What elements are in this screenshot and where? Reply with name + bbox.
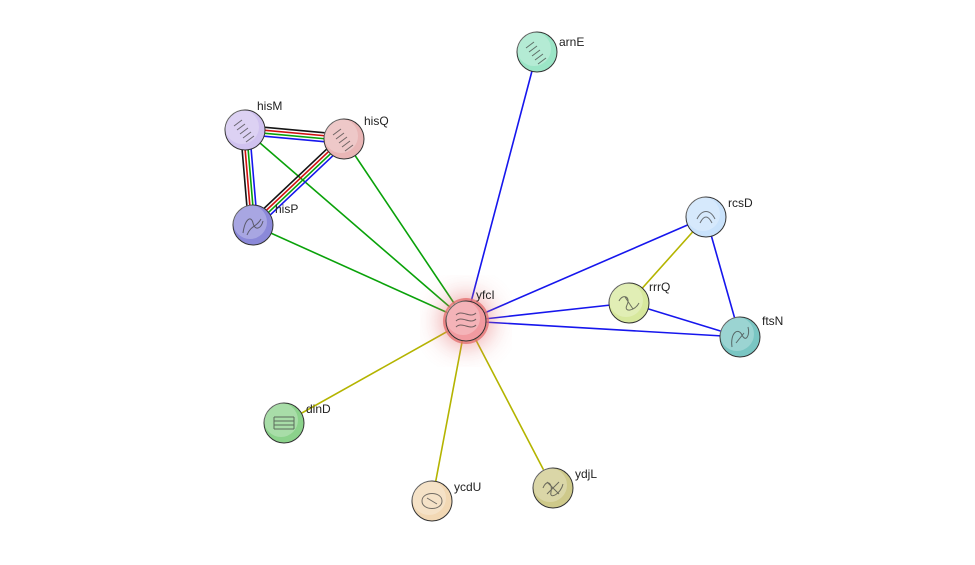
node-rcsD[interactable]: rcsD xyxy=(686,196,753,237)
edge xyxy=(466,217,706,321)
node-label: ftsN xyxy=(762,314,783,328)
edge xyxy=(466,52,537,321)
node-label: rrrQ xyxy=(649,280,670,294)
node-label: yfcI xyxy=(476,288,495,302)
node-label: ydjL xyxy=(575,467,597,481)
nodes-layer: yfcI arnE hisQ hisM hisP rcsD rrrQ ftsN dinD ycdU… xyxy=(225,32,783,521)
node-yfcI[interactable]: yfcI xyxy=(443,288,495,344)
edge xyxy=(466,321,740,337)
edge xyxy=(466,321,553,488)
node-highlight xyxy=(686,197,720,231)
node-highlight xyxy=(446,301,480,335)
edge xyxy=(245,130,466,321)
node-highlight xyxy=(517,32,551,66)
node-hisQ[interactable]: hisQ xyxy=(324,114,389,159)
edges-layer xyxy=(241,52,740,501)
node-highlight xyxy=(264,403,298,437)
node-rrrQ[interactable]: rrrQ xyxy=(609,280,670,323)
node-highlight xyxy=(233,205,267,239)
node-dinD[interactable]: dinD xyxy=(264,402,331,443)
edge xyxy=(432,321,466,501)
node-highlight xyxy=(225,110,259,144)
node-label: hisP xyxy=(275,202,298,216)
node-label: arnE xyxy=(559,35,584,49)
edge xyxy=(466,303,629,321)
edge xyxy=(284,321,466,423)
node-ycdU[interactable]: ycdU xyxy=(412,480,481,521)
node-label: hisM xyxy=(257,99,282,113)
node-label: ycdU xyxy=(454,480,481,494)
node-highlight xyxy=(324,119,358,153)
node-ydjL[interactable]: ydjL xyxy=(533,467,597,508)
node-arnE[interactable]: arnE xyxy=(517,32,584,72)
node-ftsN[interactable]: ftsN xyxy=(720,314,783,357)
node-label: hisQ xyxy=(364,114,389,128)
protein-network-graph: yfcI arnE hisQ hisM hisP rcsD rrrQ ftsN dinD ycdU… xyxy=(0,0,975,565)
node-hisM[interactable]: hisM xyxy=(225,99,282,150)
node-highlight xyxy=(609,283,643,317)
node-label: rcsD xyxy=(728,196,753,210)
node-hisP[interactable]: hisP xyxy=(233,202,298,245)
